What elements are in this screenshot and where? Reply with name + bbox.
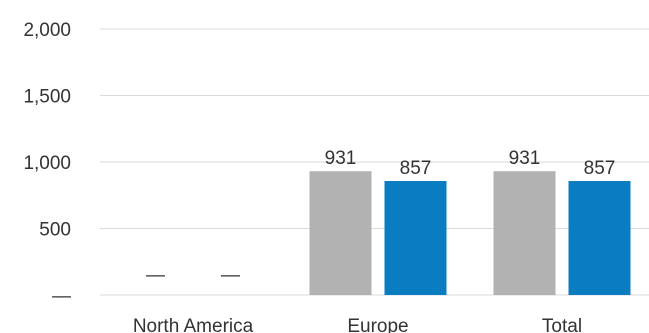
x-axis-ticks: North America Europe Total: [133, 316, 582, 333]
x-tick-label: Europe: [347, 316, 408, 333]
data-label: —: [146, 265, 165, 286]
y-tick-label: 1,500: [23, 87, 71, 108]
bar: [384, 181, 447, 295]
y-tick-label: 2,000: [23, 20, 71, 41]
bars: [309, 171, 631, 295]
bar: [568, 181, 631, 295]
data-labels: — — 931 857 931 857: [146, 148, 615, 286]
gridlines: [100, 28, 649, 296]
data-label: 931: [325, 148, 357, 169]
y-axis-ticks: — 500 1,000 1,500 2,000: [23, 20, 71, 307]
y-tick-label: 1,000: [23, 153, 71, 174]
bar: [309, 171, 372, 295]
data-label: —: [221, 265, 240, 286]
y-tick-label: 500: [39, 220, 71, 241]
data-label: 857: [400, 158, 432, 179]
data-label: 857: [584, 158, 616, 179]
y-tick-label: —: [52, 286, 71, 307]
x-tick-label: Total: [542, 316, 582, 333]
x-tick-label: North America: [133, 316, 254, 333]
bar: [493, 171, 556, 295]
data-label: 931: [509, 148, 541, 169]
